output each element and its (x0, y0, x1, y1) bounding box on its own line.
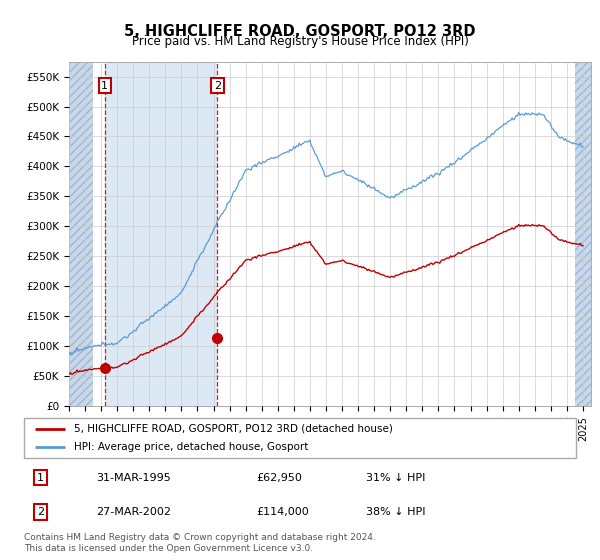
Bar (105, 62, 217, 406)
Text: 31% ↓ HPI: 31% ↓ HPI (366, 473, 425, 483)
Bar (69, 62, 93, 406)
Bar (69, 62, 93, 406)
Bar (575, 62, 591, 406)
Bar (575, 62, 591, 406)
Text: 27-MAR-2002: 27-MAR-2002 (96, 507, 171, 517)
Text: 1: 1 (37, 473, 44, 483)
Text: HPI: Average price, detached house, Gosport: HPI: Average price, detached house, Gosp… (74, 442, 308, 452)
Text: 31-MAR-1995: 31-MAR-1995 (96, 473, 170, 483)
Text: Price paid vs. HM Land Registry's House Price Index (HPI): Price paid vs. HM Land Registry's House … (131, 35, 469, 48)
Text: 5, HIGHCLIFFE ROAD, GOSPORT, PO12 3RD: 5, HIGHCLIFFE ROAD, GOSPORT, PO12 3RD (124, 24, 476, 39)
Text: 2: 2 (214, 81, 221, 91)
Text: 2: 2 (37, 507, 44, 517)
Text: £114,000: £114,000 (256, 507, 308, 517)
Text: £62,950: £62,950 (256, 473, 302, 483)
Text: 38% ↓ HPI: 38% ↓ HPI (366, 507, 426, 517)
Text: 5, HIGHCLIFFE ROAD, GOSPORT, PO12 3RD (detached house): 5, HIGHCLIFFE ROAD, GOSPORT, PO12 3RD (d… (74, 424, 392, 433)
Text: Contains HM Land Registry data © Crown copyright and database right 2024.
This d: Contains HM Land Registry data © Crown c… (24, 533, 376, 553)
Text: 1: 1 (101, 81, 109, 91)
